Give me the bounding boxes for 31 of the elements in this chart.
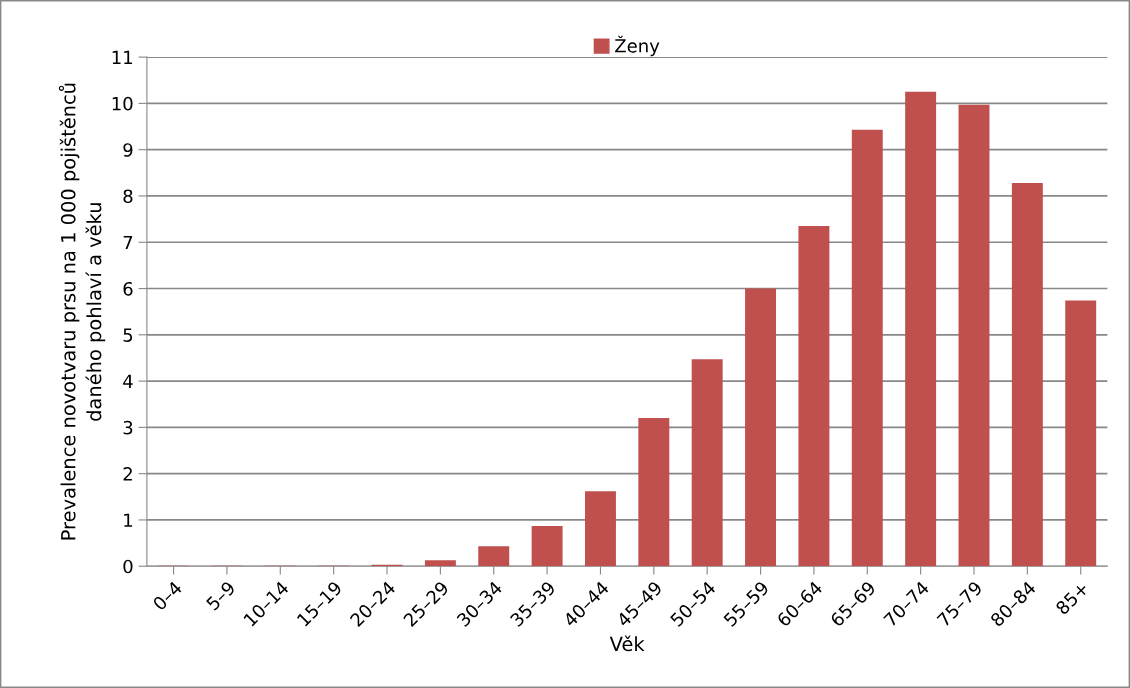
bar (851, 129, 883, 567)
bar (745, 288, 777, 567)
bar (1011, 183, 1043, 567)
y-tick-label: 7 (123, 235, 133, 250)
y-tick-label: 5 (123, 328, 133, 342)
y-tick-label: 0 (123, 559, 133, 574)
bar (424, 560, 456, 567)
x-tick-label: 0–4 (152, 580, 183, 612)
x-axis-title: Věk (609, 635, 645, 652)
bar (798, 226, 830, 567)
y-tick-label: 8 (123, 189, 133, 204)
x-tick-label: 5–9 (205, 580, 236, 611)
y-tick-label: 3 (123, 420, 133, 435)
y-tick-label: 1 (124, 513, 133, 527)
bar (531, 525, 563, 567)
y-tick-label: 9 (123, 143, 133, 157)
bar (478, 546, 510, 567)
y-axis-title: Prevalence novotvaru prsu na 1 000 pojištěnců daného pohlaví a věku (58, 83, 106, 540)
y-tick-label: 11 (112, 50, 133, 64)
bar (584, 491, 616, 567)
y-tick-label: 6 (123, 281, 133, 296)
bar (691, 359, 723, 567)
y-tick-label: 4 (123, 374, 133, 388)
bar (638, 418, 670, 567)
y-tick-label: 2 (123, 467, 132, 481)
y-tick-label: 10 (112, 96, 133, 111)
bar (905, 91, 937, 567)
bar (958, 104, 990, 567)
bar (1065, 300, 1097, 567)
x-tick-label: 85+ (1054, 581, 1090, 616)
legend-label: Ženy (615, 35, 660, 57)
